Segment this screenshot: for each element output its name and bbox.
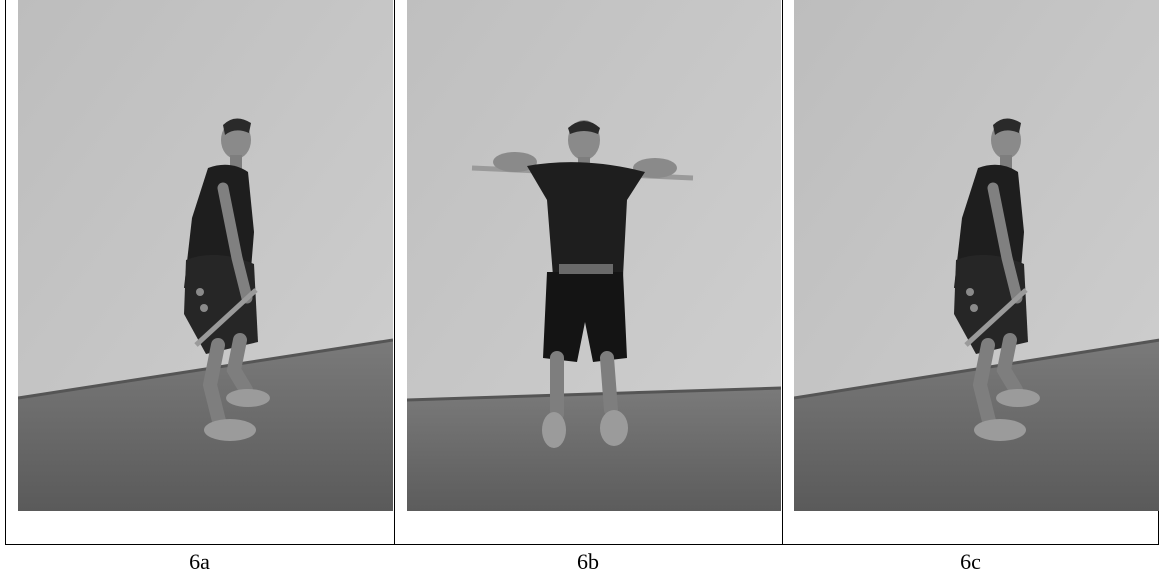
caption-6a: 6a — [189, 549, 210, 574]
caption-6b: 6b — [577, 549, 599, 574]
caption-6c: 6c — [960, 549, 981, 574]
panel-6b — [395, 0, 783, 544]
panel-6c — [783, 0, 1159, 544]
photo-side-squat-a — [18, 0, 393, 511]
photo-front-overhead — [407, 0, 781, 511]
panel-6a — [6, 0, 395, 544]
figure-table — [5, 0, 1159, 545]
photo-side-squat-a-image — [18, 0, 393, 511]
photo-side-squat-c-image — [794, 0, 1159, 511]
photo-side-squat-c — [794, 0, 1159, 511]
photo-front-overhead-image — [407, 0, 781, 511]
